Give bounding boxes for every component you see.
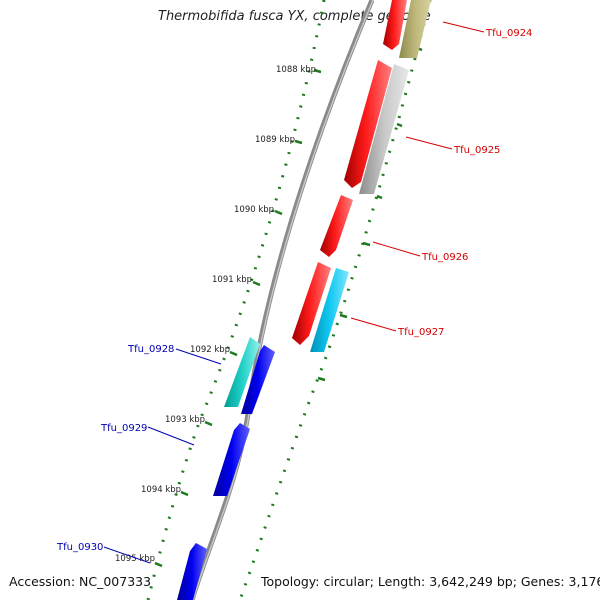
accession-text: Accession: NC_007333: [9, 574, 152, 589]
tick-label-1094: 1094 kbp: [141, 485, 181, 495]
gene-label-tfu-0929: Tfu_0929: [100, 423, 147, 434]
gene-tfu-0928[interactable]: [241, 345, 275, 414]
gene-tfu-0928-partner[interactable]: [224, 337, 260, 407]
tick-ring-outer: [146, 0, 326, 600]
leader-tfu-0925: [405, 136, 453, 150]
gene-tfu-0924[interactable]: [383, 0, 407, 50]
tick-mark-1095: [154, 561, 163, 568]
tick-mark-1090: [274, 209, 283, 216]
gene-label-tfu-0925: Tfu_0925: [453, 145, 500, 156]
gene-tfu-0927[interactable]: [292, 262, 331, 345]
gene-tfu-0927-partner[interactable]: [310, 268, 349, 352]
tick-mark-1089: [294, 139, 303, 145]
tick-mark-1091: [252, 280, 261, 287]
tick-ring-inner: [238, 0, 432, 600]
gene-tfu-0929[interactable]: [213, 423, 250, 496]
gene-tfu-0930[interactable]: [177, 543, 207, 600]
tick-mark-1092: [229, 350, 238, 357]
gene-label-tfu-0926: Tfu_0926: [421, 252, 468, 263]
leader-tfu-0926: [372, 241, 421, 257]
topology-text: Topology: circular; Length: 3,642,249 bp…: [261, 574, 600, 589]
tick-label-1093: 1093 kbp: [165, 415, 205, 425]
tick-mark-1088: [313, 68, 322, 74]
gene-tfu-0925[interactable]: [344, 60, 392, 188]
tick-label-1091: 1091 kbp: [212, 275, 252, 285]
tick-label-1095: 1095 kbp: [115, 554, 155, 564]
gene-label-tfu-0928: Tfu_0928: [127, 344, 174, 355]
genome-backbone-highlight: [192, 0, 374, 600]
leader-tfu-0927: [350, 317, 397, 332]
tick-label-1088: 1088 kbp: [276, 65, 316, 75]
leader-tfu-0928: [175, 348, 222, 365]
gene-tfu-0926[interactable]: [320, 195, 353, 257]
tick-mark-1094: [180, 490, 189, 497]
leader-tfu-0924: [442, 21, 485, 33]
tick-label-1089: 1089 kbp: [255, 135, 295, 145]
gene-label-tfu-0930: Tfu_0930: [56, 542, 103, 553]
leader-tfu-0929: [147, 426, 195, 446]
gene-label-tfu-0924: Tfu_0924: [485, 28, 532, 39]
tick-label-1092: 1092 kbp: [190, 345, 230, 355]
gene-tfu-0924-partner[interactable]: [399, 0, 431, 58]
genome-backbone: [189, 0, 375, 600]
leader-tfu-0930: [103, 546, 151, 564]
tick-label-1090: 1090 kbp: [234, 205, 274, 215]
tick-mark-1093: [204, 420, 213, 427]
guide-ticks: [317, 46, 423, 382]
gene-label-tfu-0927: Tfu_0927: [397, 327, 444, 338]
gene-tfu-0925-partner[interactable]: [359, 64, 409, 194]
